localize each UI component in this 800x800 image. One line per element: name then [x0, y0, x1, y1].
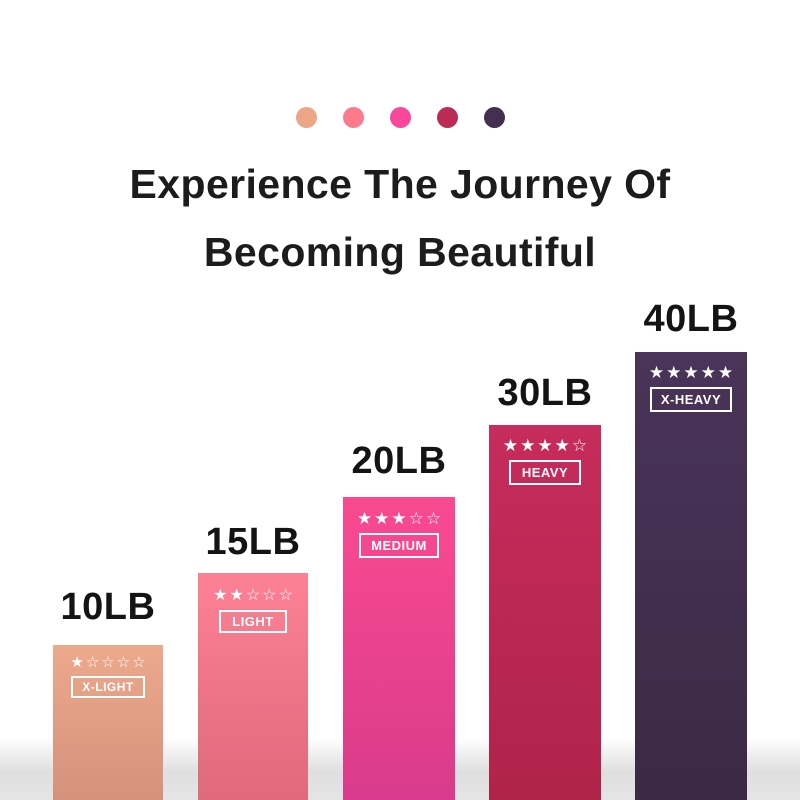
bar-30lb[interactable] — [489, 425, 601, 800]
bar-40lb[interactable] — [635, 352, 747, 800]
star-rating: ★ ★ ★ ☆ ☆ — [357, 510, 441, 527]
level-label: LIGHT — [219, 610, 287, 633]
star-empty-icon: ☆ — [116, 654, 131, 671]
star-filled-icon: ★ — [554, 436, 570, 455]
star-empty-icon: ☆ — [85, 654, 100, 671]
level-label: X-LIGHT — [71, 676, 145, 698]
star-empty-icon: ☆ — [101, 654, 115, 671]
dot-x-light — [295, 107, 317, 128]
headline-line-2: Becoming Beautiful — [203, 229, 597, 275]
bar-weight-label: 40LB — [643, 298, 739, 340]
bar-weight-label: 10LB — [60, 586, 156, 628]
star-empty-icon: ☆ — [132, 654, 146, 671]
bar-fill — [343, 497, 455, 800]
dot-medium — [389, 107, 411, 128]
star-filled-icon: ★ — [391, 509, 407, 528]
star-filled-icon: ★ — [356, 509, 373, 528]
bar-10lb[interactable] — [53, 645, 163, 800]
star-empty-icon: ☆ — [262, 587, 277, 604]
star-filled-icon: ★ — [700, 363, 716, 382]
bar-rating-badge: ★ ★ ★ ★ ☆ HEAVY — [489, 437, 601, 485]
star-filled-icon: ★ — [502, 436, 519, 455]
level-label: MEDIUM — [359, 533, 439, 558]
bar-fill — [53, 645, 163, 800]
bar-weight-label: 30LB — [497, 372, 593, 414]
level-label: X-HEAVY — [649, 387, 733, 412]
star-empty-icon: ☆ — [408, 509, 424, 528]
star-empty-icon: ☆ — [278, 587, 293, 604]
dot-heavy — [436, 107, 458, 128]
bar-weight-label: 15LB — [205, 521, 301, 563]
star-empty-icon: ☆ — [245, 587, 261, 604]
star-rating: ★ ★ ★ ★ ☆ — [503, 437, 587, 454]
star-filled-icon: ★ — [717, 363, 734, 382]
bar-fill — [635, 352, 747, 800]
star-filled-icon: ★ — [683, 363, 699, 382]
bar-rating-badge: ★ ★ ★ ★ ★ X-HEAVY — [635, 364, 747, 412]
star-empty-icon: ☆ — [571, 436, 588, 455]
star-filled-icon: ★ — [648, 363, 665, 382]
dot-x-heavy — [483, 107, 505, 128]
star-filled-icon: ★ — [374, 509, 390, 528]
bar-rating-badge: ★ ☆ ☆ ☆ ☆ X-LIGHT — [53, 655, 163, 698]
star-rating: ★ ★ ★ ★ ★ — [649, 364, 733, 381]
star-filled-icon: ★ — [666, 363, 682, 382]
headline-line-1: Experience The Journey Of — [129, 161, 671, 207]
dot-light — [342, 107, 364, 128]
page-title: Experience The Journey Of Becoming Beaut… — [0, 150, 800, 286]
bar-fill — [489, 425, 601, 800]
star-filled-icon: ★ — [229, 587, 244, 604]
star-filled-icon: ★ — [70, 654, 84, 671]
star-rating: ★ ★ ☆ ☆ ☆ — [213, 588, 293, 604]
star-empty-icon: ☆ — [425, 509, 442, 528]
bar-20lb[interactable] — [343, 497, 455, 800]
color-swatch-row — [0, 107, 800, 128]
star-filled-icon: ★ — [520, 436, 536, 455]
level-label: HEAVY — [508, 460, 582, 485]
star-filled-icon: ★ — [213, 587, 228, 604]
bar-rating-badge: ★ ★ ☆ ☆ ☆ LIGHT — [198, 588, 308, 633]
bar-weight-label: 20LB — [351, 440, 447, 482]
bar-rating-badge: ★ ★ ★ ☆ ☆ MEDIUM — [343, 510, 455, 558]
star-rating: ★ ☆ ☆ ☆ ☆ — [70, 655, 145, 670]
star-filled-icon: ★ — [537, 436, 553, 455]
